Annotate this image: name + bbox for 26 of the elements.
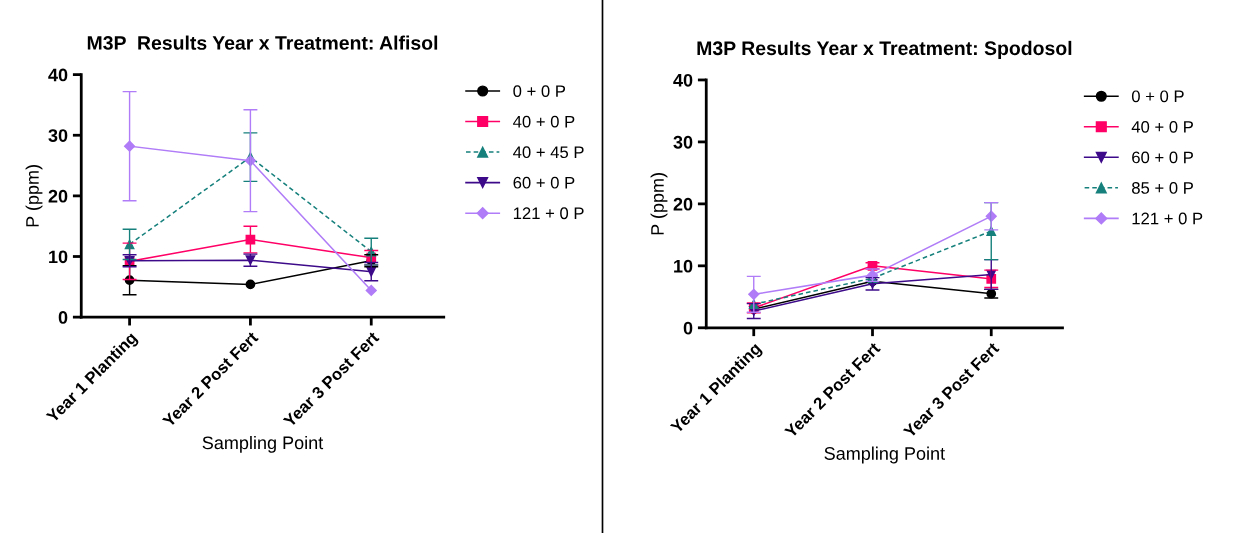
chart-title: M3P Results Year x Treatment: Spodosol	[697, 40, 1072, 59]
y-tick-label: 0	[683, 321, 693, 335]
legend-label: 85 + 0 P	[1132, 182, 1193, 194]
legend-label: 0 + 0 P	[1131, 90, 1184, 103]
legend-label: 121 + 0 P	[513, 207, 584, 220]
y-axis-title: P (ppm)	[650, 173, 668, 235]
y-tick-label: 10	[49, 250, 68, 264]
chart-title: M3P Results Year x Treatment: Alfisol	[87, 35, 438, 50]
legend-label: 60 + 0 P	[513, 176, 575, 189]
y-tick-label: 40	[673, 73, 693, 87]
y-tick-label: 0	[58, 311, 68, 324]
legend-label: 40 + 0 P	[1131, 120, 1193, 133]
legend-label: 40 + 0 P	[513, 115, 575, 128]
y-tick-label: 20	[673, 197, 693, 211]
y-tick-label: 20	[48, 189, 68, 203]
y-tick-label: 40	[48, 68, 68, 82]
y-axis-title: P (ppm)	[25, 165, 43, 227]
legend-label: 60 + 0 P	[1132, 151, 1193, 164]
y-tick-label: 30	[673, 135, 693, 149]
legend-label: 121 + 0 P	[1132, 212, 1203, 225]
y-tick-label: 30	[48, 129, 68, 142]
legend-label: 0 + 0 P	[513, 85, 566, 98]
x-axis-title: Sampling Point	[202, 435, 324, 453]
legend-label: 40 + 45 P	[513, 146, 584, 159]
x-axis-title: Sampling Point	[824, 446, 945, 464]
y-tick-label: 10	[674, 259, 693, 273]
